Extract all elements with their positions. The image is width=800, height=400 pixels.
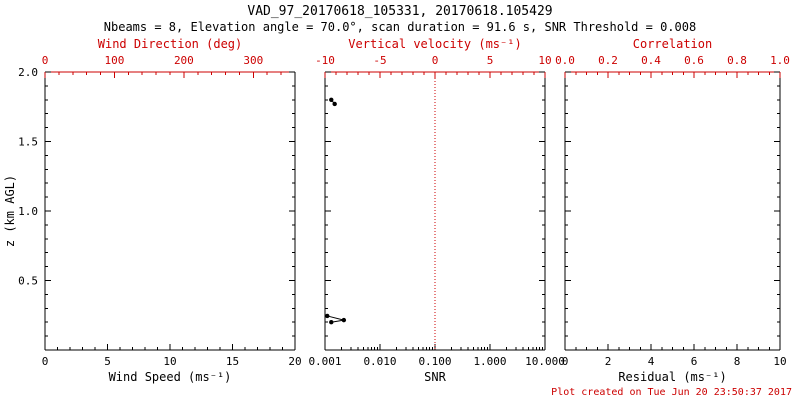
plot-subtitle: Nbeams = 8, Elevation angle = 70.0°, sca… [103, 20, 697, 34]
snr-profile-upper-marker [332, 101, 337, 107]
y-axis-title: z (km AGL) [3, 175, 17, 247]
top-tick-label: 300 [243, 54, 263, 67]
top-tick-label: 0.4 [641, 54, 661, 67]
top-tick-label: -5 [373, 54, 386, 67]
x-tick-label: 6 [691, 355, 698, 368]
x-tick-label: 10 [773, 355, 786, 368]
top-tick-label: 0 [432, 54, 439, 67]
x-axis-title: Residual (ms⁻¹) [618, 370, 726, 384]
snr-profile-lower-marker [341, 317, 347, 323]
x-tick-label: 0.100 [418, 355, 451, 368]
snr-profile-upper-marker [329, 97, 334, 103]
wind-speed-panel: 0.5 1.0 1.5 2.0 0 5 10 15 20 Wind Speed (ms⁻¹) 0 10… [18, 37, 302, 384]
top-axis-title: Wind Direction (deg) [98, 37, 243, 51]
x-axis-title: SNR [424, 370, 446, 384]
top-tick-label: 0.8 [727, 54, 747, 67]
plot-title: VAD_97_20170618_105331, 20170618.105429 [247, 4, 553, 19]
x-tick-label: 5 [104, 355, 111, 368]
top-tick-label: 0 [42, 54, 49, 67]
top-tick-label: 1.0 [770, 54, 790, 67]
x-tick-label: 20 [288, 355, 301, 368]
top-axis-title: Correlation [633, 37, 712, 51]
snr-panel: 0.001 0.010 0.100 1.000 10.000 SNR -10 -5 0 5 10 Ve… [308, 37, 564, 384]
top-tick-label: 0.6 [684, 54, 704, 67]
x-tick-label: 0 [562, 355, 569, 368]
top-tick-label: 100 [105, 54, 125, 67]
creation-timestamp: Plot created on Tue Jun 20 23:50:37 2017 [551, 387, 792, 398]
x-tick-label: 2 [605, 355, 612, 368]
top-axis-title: Vertical velocity (ms⁻¹) [348, 37, 521, 51]
top-tick-label: -10 [315, 54, 335, 67]
top-tick-label: 0.2 [598, 54, 618, 67]
y-tick-label: 1.0 [18, 205, 38, 218]
x-tick-label: 0.010 [363, 355, 396, 368]
x-tick-label: 10 [163, 355, 176, 368]
y-tick-label: 2.0 [18, 66, 38, 79]
x-tick-label: 1.000 [473, 355, 506, 368]
top-tick-label: 0.0 [555, 54, 575, 67]
snr-profile-lower-marker [325, 313, 330, 319]
x-tick-label: 8 [734, 355, 741, 368]
x-tick-label: 0 [42, 355, 49, 368]
y-tick-label: 0.5 [18, 275, 38, 288]
snr-profile-lower-marker [329, 320, 334, 325]
top-tick-label: 10 [538, 54, 551, 67]
x-tick-label: 4 [648, 355, 655, 368]
residual-panel: 0 2 4 6 8 10 Residual (ms⁻¹) 0.0 0.2 0.4 0.6 0.8 1.0… [555, 37, 790, 384]
top-tick-label: 5 [487, 54, 494, 67]
x-tick-label: 10.000 [525, 355, 565, 368]
x-tick-label: 15 [226, 355, 239, 368]
top-tick-label: 200 [174, 54, 194, 67]
y-tick-label: 1.5 [18, 136, 38, 149]
x-tick-label: 0.001 [308, 355, 341, 368]
x-axis-title: Wind Speed (ms⁻¹) [109, 370, 232, 384]
